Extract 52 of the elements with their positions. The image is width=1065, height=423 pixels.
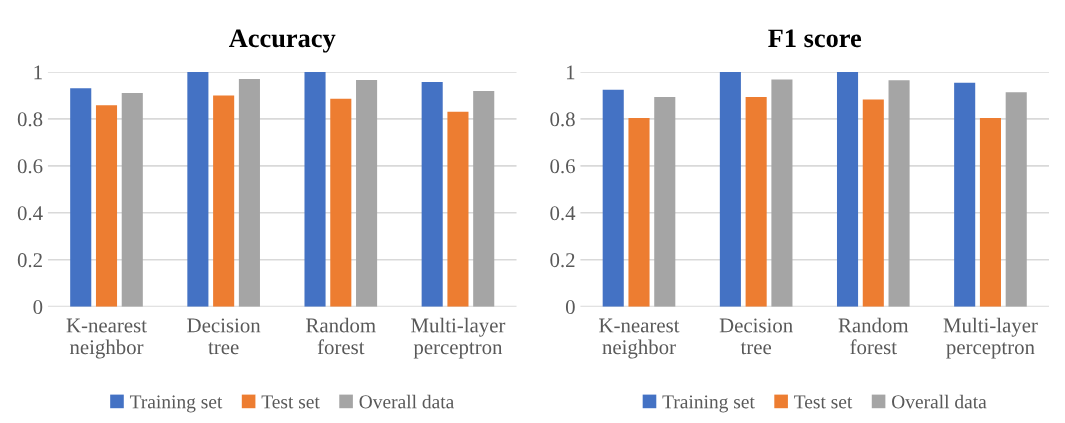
chart-title: F1 score bbox=[768, 29, 862, 48]
y-tick-label: 0.8 bbox=[17, 112, 43, 127]
bar bbox=[954, 82, 976, 307]
bar bbox=[447, 111, 469, 307]
y-tick-label: 1 bbox=[34, 65, 42, 80]
bar bbox=[771, 79, 793, 307]
bar bbox=[356, 79, 378, 307]
x-tick-label: K-nearest neighbor bbox=[599, 318, 680, 359]
bar bbox=[836, 71, 859, 307]
y-tick-label: 0.4 bbox=[550, 206, 576, 221]
legend-label: Test set bbox=[261, 395, 320, 409]
legend-label: Overall data bbox=[359, 394, 454, 409]
bar bbox=[121, 93, 143, 307]
bar bbox=[238, 78, 260, 307]
bar bbox=[745, 97, 767, 307]
y-tick-label: 0 bbox=[33, 300, 43, 315]
bar bbox=[304, 71, 326, 307]
x-tick-label: Multi-layer perceptron bbox=[943, 317, 1038, 359]
x-tick-label: Decision tree bbox=[719, 318, 793, 355]
y-tick-label: 1 bbox=[566, 65, 575, 80]
bar bbox=[95, 105, 118, 307]
y-tick-label: 0.2 bbox=[550, 253, 575, 268]
legend-label: Training set bbox=[662, 395, 755, 413]
bar bbox=[719, 71, 741, 307]
bar bbox=[213, 95, 235, 307]
bar bbox=[888, 80, 910, 307]
y-tick-label: 0 bbox=[565, 300, 575, 315]
bar bbox=[473, 90, 495, 307]
bar bbox=[1005, 92, 1027, 307]
legend-label: Test set bbox=[794, 395, 853, 409]
legend-label: Overall data bbox=[892, 394, 987, 409]
y-tick-label: 0.4 bbox=[17, 206, 43, 221]
x-tick-label: K-nearest neighbor bbox=[66, 318, 147, 359]
x-tick-label: Random forest bbox=[838, 317, 909, 355]
bar bbox=[628, 117, 650, 307]
y-tick-label: 0.2 bbox=[17, 253, 42, 268]
chart-title: Accuracy bbox=[229, 29, 336, 53]
bar bbox=[602, 89, 624, 307]
y-tick-label: 0.6 bbox=[17, 159, 43, 174]
bar bbox=[330, 98, 352, 307]
bar bbox=[421, 82, 443, 307]
y-tick-label: 0.6 bbox=[550, 159, 575, 174]
legend-label: Training set bbox=[129, 395, 223, 413]
bar bbox=[979, 117, 1001, 307]
bar bbox=[187, 71, 209, 307]
bar bbox=[862, 99, 884, 307]
x-tick-label: Random forest bbox=[306, 317, 376, 355]
bar bbox=[70, 88, 92, 307]
x-tick-label: Multi-layer perceptron bbox=[411, 317, 506, 359]
x-tick-label: Decision tree bbox=[187, 318, 261, 355]
y-tick-label: 0.8 bbox=[550, 112, 575, 127]
bar bbox=[654, 97, 676, 307]
